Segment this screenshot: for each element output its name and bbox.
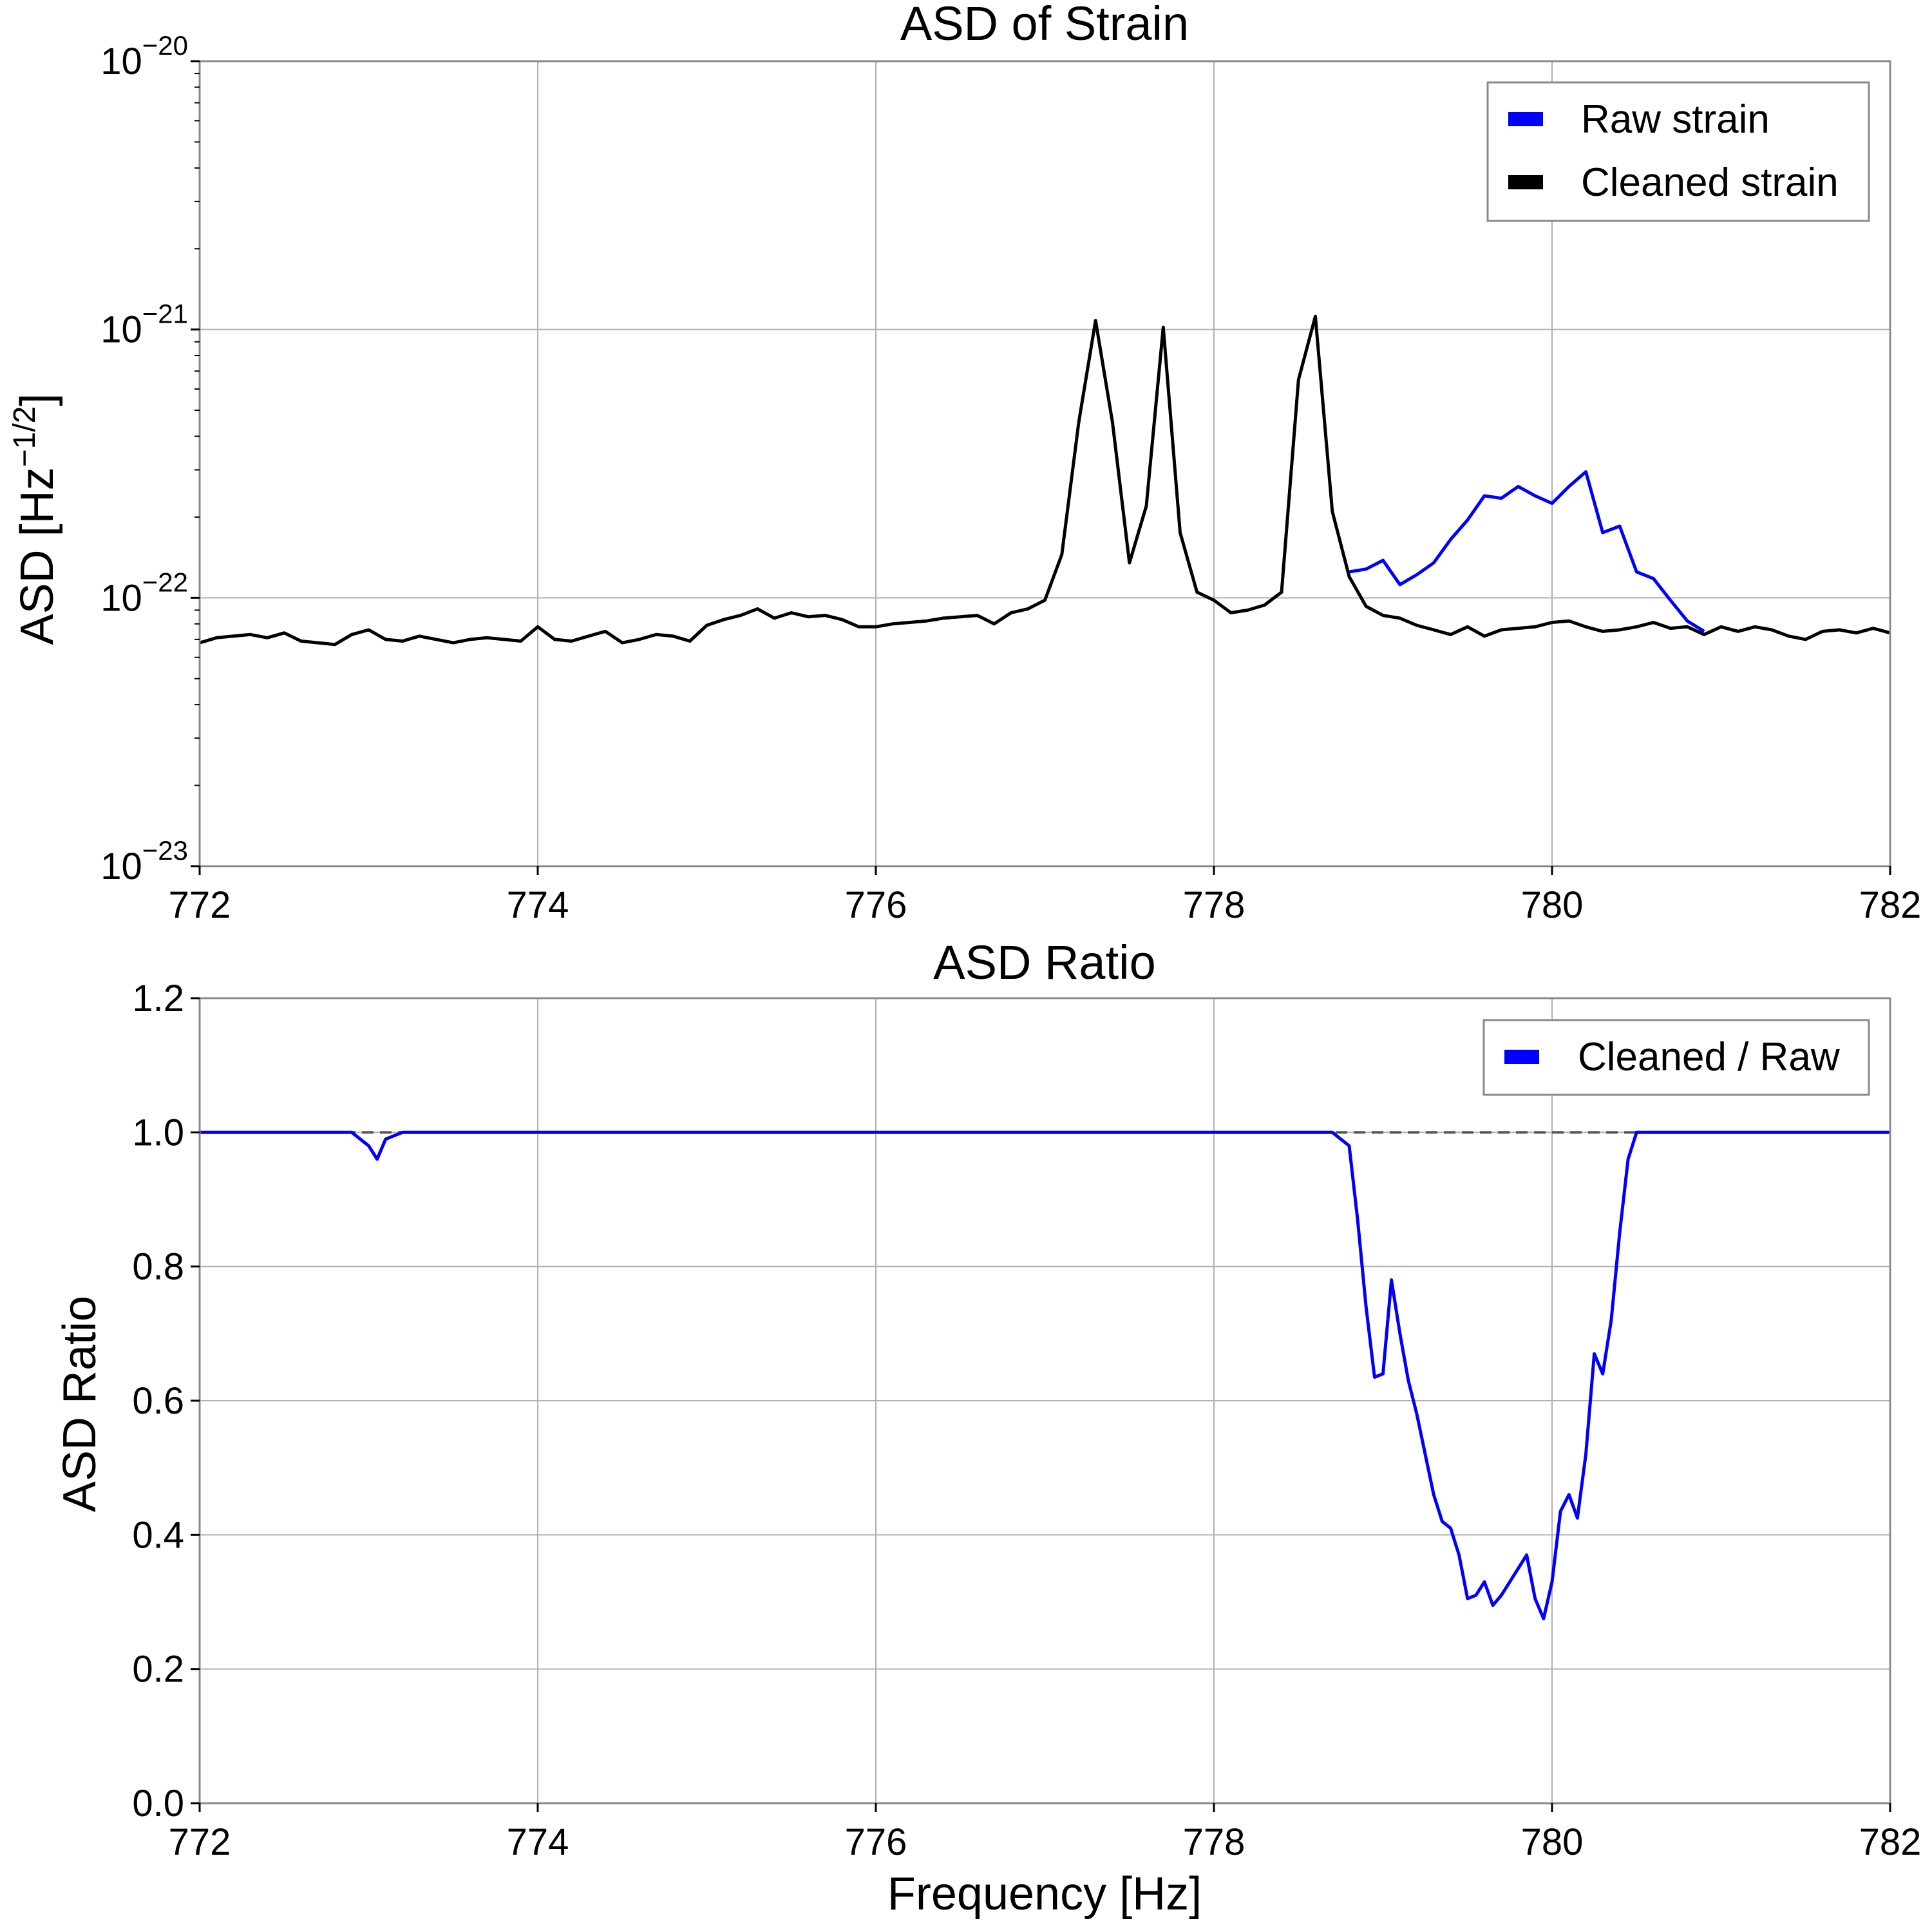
bottom-y-tick-label: 0.8 [132,1246,184,1288]
top-x-tick-label: 780 [1521,884,1584,926]
top-chart-title: ASD of Strain [900,0,1189,50]
bottom-x-tick-label: 772 [169,1821,231,1863]
top-legend: Raw strain Cleaned strain [1486,81,1870,222]
top-y-axis-label: ASD [Hz−1/2] [8,393,63,645]
legend-swatch-ratio [1504,1050,1539,1064]
top-y-tick-label: 10−21 [100,299,188,351]
legend-label-cleaned: Cleaned strain [1581,160,1839,205]
bottom-grid [199,998,1891,1804]
asd-ratio-panel: ASD Ratio ASD Ratio Frequency [Hz] 772 77… [54,936,1921,1920]
bottom-x-tick-label: 778 [1183,1821,1245,1863]
bottom-x-tick-label: 776 [845,1821,907,1863]
top-plot-frame [198,60,1891,867]
asd-strain-panel: ASD of Strain ASD [Hz−1/2] 772 774 776 778 7… [8,0,1921,926]
bottom-series-lines [200,1130,1890,1620]
top-x-tick-label: 772 [169,884,231,926]
top-y-tick-label: 10−20 [100,30,188,82]
legend-swatch-raw [1508,112,1543,126]
top-y-tick-label: 10−22 [100,567,188,619]
bottom-x-tick-label: 774 [507,1821,569,1863]
bottom-y-tick-label: 1.0 [132,1112,184,1153]
top-y-tick-label: 10−23 [100,835,188,887]
series-line-cleaned-strain [199,314,1891,647]
bottom-y-axis-label: ASD Ratio [54,1296,106,1512]
top-tick-labels: 772 774 776 778 780 782 10−23 10−22 10−21 10−20 [100,30,1921,926]
top-x-tick-label: 778 [1183,884,1245,926]
bottom-y-tick-label: 1.2 [132,978,184,1019]
bottom-x-axis-label: Frequency [Hz] [887,1868,1202,1920]
legend-label-ratio: Cleaned / Raw [1578,1035,1840,1079]
top-x-tick-label: 776 [845,884,907,926]
legend-label-raw: Raw strain [1581,97,1770,142]
bottom-y-tick-label: 0.6 [132,1380,184,1422]
bottom-x-tick-label: 782 [1859,1821,1922,1863]
top-x-tick-label: 774 [507,884,569,926]
bottom-x-tick-label: 780 [1521,1821,1584,1863]
bottom-y-tick-label: 0.2 [132,1649,184,1690]
bottom-legend: Cleaned / Raw [1482,1019,1870,1096]
series-line-raw-strain [1349,470,1705,633]
bottom-y-tick-label: 0.4 [132,1514,184,1556]
bottom-legend-box [1482,1019,1870,1096]
bottom-tick-labels: 772 774 776 778 780 782 0.0 0.2 0.4 0.6 0.8 1.0 1.2 [132,978,1921,1863]
bottom-chart-title: ASD Ratio [933,936,1155,989]
legend-swatch-cleaned [1508,175,1543,189]
top-x-tick-label: 782 [1859,884,1922,926]
bottom-y-tick-label: 0.0 [132,1783,184,1824]
series-line-cleaned-raw [200,1130,1890,1620]
top-legend-box [1486,81,1870,222]
top-series-lines [199,314,1891,647]
